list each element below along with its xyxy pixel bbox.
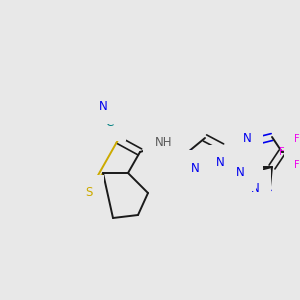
Text: N: N	[99, 100, 107, 112]
Text: N: N	[190, 161, 200, 175]
Text: N: N	[250, 182, 260, 194]
Text: O: O	[178, 167, 188, 181]
Text: N: N	[216, 157, 224, 169]
Text: N: N	[236, 167, 244, 179]
Text: N: N	[243, 133, 251, 146]
Text: C: C	[106, 116, 114, 130]
Text: F: F	[279, 147, 285, 157]
Text: S: S	[85, 187, 93, 200]
Text: NH: NH	[155, 136, 173, 149]
Text: F: F	[294, 160, 300, 170]
Text: N: N	[243, 169, 251, 182]
Text: F: F	[294, 134, 300, 144]
